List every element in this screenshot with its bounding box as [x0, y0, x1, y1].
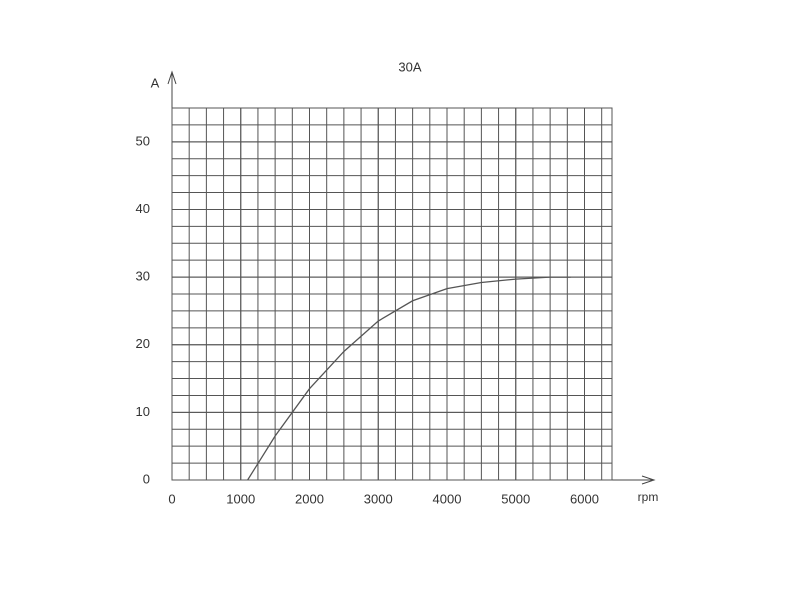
y-tick-label: 50	[136, 133, 150, 148]
y-tick-label: 30	[136, 269, 150, 284]
x-tick-label: 6000	[570, 491, 599, 506]
y-tick-label: 10	[136, 404, 150, 419]
x-axis-label: rpm	[638, 490, 659, 504]
chart-title: 30A	[398, 59, 421, 74]
x-tick-label: 5000	[501, 491, 530, 506]
y-axis-label: A	[151, 75, 160, 90]
y-tick-label: 20	[136, 336, 150, 351]
x-tick-label: 0	[168, 491, 175, 506]
line	[247, 276, 571, 481]
y-tick-label: 40	[136, 201, 150, 216]
x-tick-label: 1000	[226, 491, 255, 506]
x-tick-label: 2000	[295, 491, 324, 506]
x-tick-label: 3000	[364, 491, 393, 506]
y-tick-label: 0	[143, 471, 150, 486]
x-tick-label: 4000	[433, 491, 462, 506]
